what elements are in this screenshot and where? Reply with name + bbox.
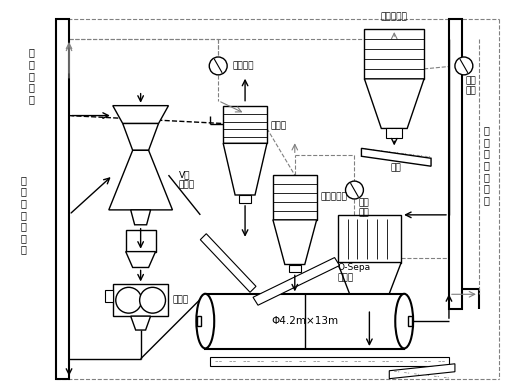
Text: 辊压机: 辊压机 [173,296,189,305]
Bar [387,128,402,138]
Bar [205,294,404,349]
Bar [105,290,113,302]
Text: 循环风机: 循环风机 [232,62,253,71]
Text: V型
选粉机: V型 选粉机 [178,170,195,190]
Text: O-Sepa
选粉机: O-Sepa 选粉机 [338,263,371,282]
Bar [113,284,169,316]
Polygon shape [131,210,151,225]
Text: Φ4.2m×13m: Φ4.2m×13m [271,316,338,326]
Bar [126,230,156,252]
Bar [289,264,301,273]
Polygon shape [389,364,455,379]
Polygon shape [131,316,151,330]
Polygon shape [253,257,340,305]
Bar [449,19,462,309]
Bar [56,19,69,379]
Polygon shape [210,357,449,366]
Polygon shape [364,79,424,128]
Text: 来
自
水
泥
配
料
站: 来 自 水 泥 配 料 站 [21,175,26,255]
Ellipse shape [196,294,214,348]
Polygon shape [223,144,267,195]
Text: 磨
尾
斗
式
提
升
机: 磨 尾 斗 式 提 升 机 [484,126,490,205]
Text: 旋风筒: 旋风筒 [271,121,287,130]
Polygon shape [273,220,317,264]
Circle shape [209,57,227,75]
Text: 尾排
风机: 尾排 风机 [358,198,369,218]
Bar [273,175,317,220]
Polygon shape [361,148,431,166]
Text: 尾袋除尘器: 尾袋除尘器 [321,193,347,202]
Circle shape [140,287,166,313]
Circle shape [116,287,142,313]
Bar [223,106,267,144]
Polygon shape [113,106,169,124]
Polygon shape [109,150,173,210]
Bar [338,215,401,262]
Bar [197,316,201,326]
Circle shape [345,181,363,199]
Circle shape [455,57,473,75]
Polygon shape [123,124,158,150]
Polygon shape [200,234,256,292]
Bar [364,29,424,79]
Polygon shape [126,252,156,268]
Bar [408,316,412,326]
Text: 主袋除尘器: 主袋除尘器 [381,13,408,22]
Text: 成品: 成品 [391,164,401,173]
Text: 循
环
提
升
机: 循 环 提 升 机 [28,48,34,104]
Text: 主排
风机: 主排 风机 [466,76,476,96]
Polygon shape [338,262,401,309]
Ellipse shape [395,294,413,348]
Bar [239,195,251,203]
